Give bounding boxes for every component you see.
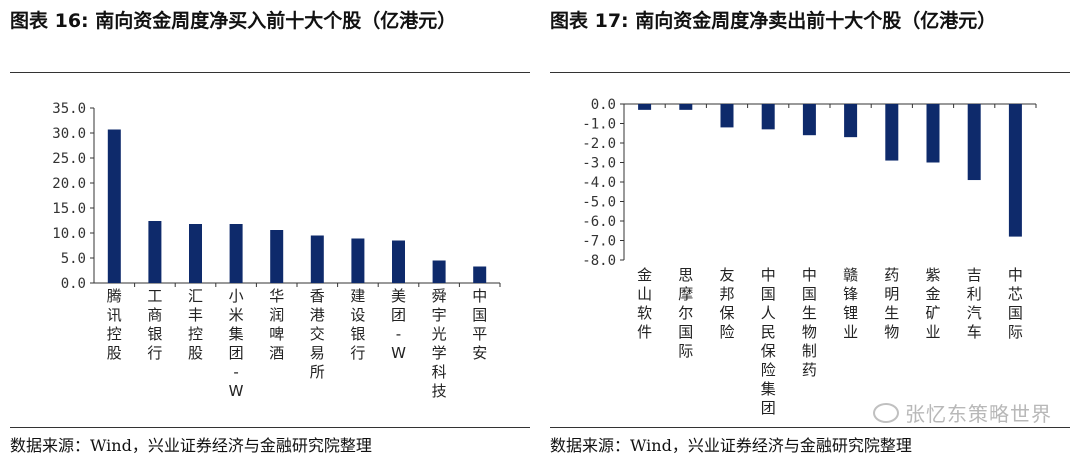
y-tick-label: -1.0 (582, 117, 616, 133)
bar (189, 224, 202, 283)
bar (270, 230, 284, 283)
chart-title: 图表 16: 南向资金周度净买入前十大个股（亿港元） (10, 10, 457, 32)
x-tick-label: 小米集团-W (229, 287, 244, 400)
x-tick-label: 中芯国际 (1008, 266, 1023, 341)
chart-panel-net-sell: 图表 17: 南向资金周度净卖出前十大个股（亿港元） 0.0 -1.0 -2.0 -3… (540, 0, 1080, 466)
y-tick-label: -8.0 (582, 253, 616, 269)
bar (844, 104, 858, 138)
x-tick-label: 香港交易所 (310, 287, 325, 381)
wechat-icon (873, 403, 899, 423)
x-tick-label: 金山软件 (637, 266, 652, 341)
bar (473, 266, 487, 283)
source-note: 数据来源：Wind，兴业证券经济与金融研究院整理 (550, 436, 912, 455)
y-tick-label: 25.0 (52, 151, 86, 167)
x-tick-label: 吉利汽车 (967, 266, 982, 341)
bar (967, 104, 981, 181)
watermark-text: 张忆东策略世界 (905, 402, 1052, 426)
y-tick-label: -7.0 (582, 234, 616, 250)
x-tick-label: 汇丰控股 (188, 287, 203, 362)
x-tick-label: 中国生物制药 (802, 266, 817, 379)
bar (885, 104, 899, 161)
watermark: 张忆东策略世界 (873, 398, 1052, 427)
bar-chart-net-sell: 0.0 -1.0 -2.0 -3.0 -4.0 -5.0 -6.0 -7.0 -8.0 金山软件 思… (582, 97, 1037, 417)
y-tick-label: -4.0 (582, 175, 616, 191)
chart-panel-net-buy: 图表 16: 南向资金周度净买入前十大个股（亿港元） 0.0 5.0 10.0 15.… (10, 10, 530, 455)
x-tick-label: 美团-W (391, 287, 406, 362)
y-tick-label: -5.0 (582, 195, 616, 211)
bar (148, 221, 162, 283)
bar (926, 104, 940, 163)
bar (432, 260, 446, 283)
x-tick-label: 中国人民保险集团 (761, 266, 776, 417)
y-tick-label: 0.0 (61, 276, 86, 292)
bar (1008, 104, 1022, 237)
y-tick-label: 15.0 (52, 201, 86, 217)
bar (392, 240, 405, 283)
x-tick-label: 赣锋锂业 (843, 266, 858, 341)
x-tick-label: 腾讯控股 (107, 287, 122, 362)
chart-title: 图表 17: 南向资金周度净卖出前十大个股（亿港元） (550, 10, 997, 32)
y-tick-label: 20.0 (52, 176, 86, 192)
source-rule (10, 427, 530, 428)
y-tick-label: -3.0 (582, 156, 616, 172)
x-tick-label: 友邦保险 (719, 266, 734, 341)
source-rule (550, 427, 1070, 428)
y-tick-label: 0.0 (591, 97, 616, 113)
bar (310, 235, 324, 283)
bar (802, 104, 816, 136)
y-tick-label: -2.0 (582, 136, 616, 152)
y-tick-label: 35.0 (52, 101, 86, 117)
source-note: 数据来源：Wind，兴业证券经济与金融研究院整理 (10, 436, 372, 455)
y-tick-label: -6.0 (582, 214, 616, 230)
bar (679, 104, 693, 110)
bar (229, 224, 243, 283)
bar (638, 104, 652, 110)
x-tick-label: 紫金矿业 (925, 266, 940, 341)
bar-chart-net-buy: 0.0 5.0 10.0 15.0 20.0 25.0 30.0 35.0 腾讯控股 工商银行 汇丰… (52, 101, 501, 400)
y-tick-label: 30.0 (52, 126, 86, 142)
x-tick-label: 华润啤酒 (269, 287, 284, 362)
x-tick-label: 舜宇光学科技 (432, 287, 447, 400)
bar (720, 104, 734, 128)
title-rule (550, 72, 1070, 73)
x-tick-label: 思摩尔国际 (678, 266, 693, 360)
bar (351, 238, 365, 283)
y-tick-label: 5.0 (61, 251, 86, 267)
bar (761, 104, 775, 130)
x-tick-label: 药明生物 (884, 266, 899, 341)
title-rule (10, 72, 530, 73)
x-tick-label: 工商银行 (147, 287, 162, 362)
x-tick-label: 中国平安 (472, 287, 487, 362)
bar (107, 129, 121, 283)
y-tick-label: 10.0 (52, 226, 86, 242)
x-tick-label: 建设银行 (350, 287, 365, 362)
